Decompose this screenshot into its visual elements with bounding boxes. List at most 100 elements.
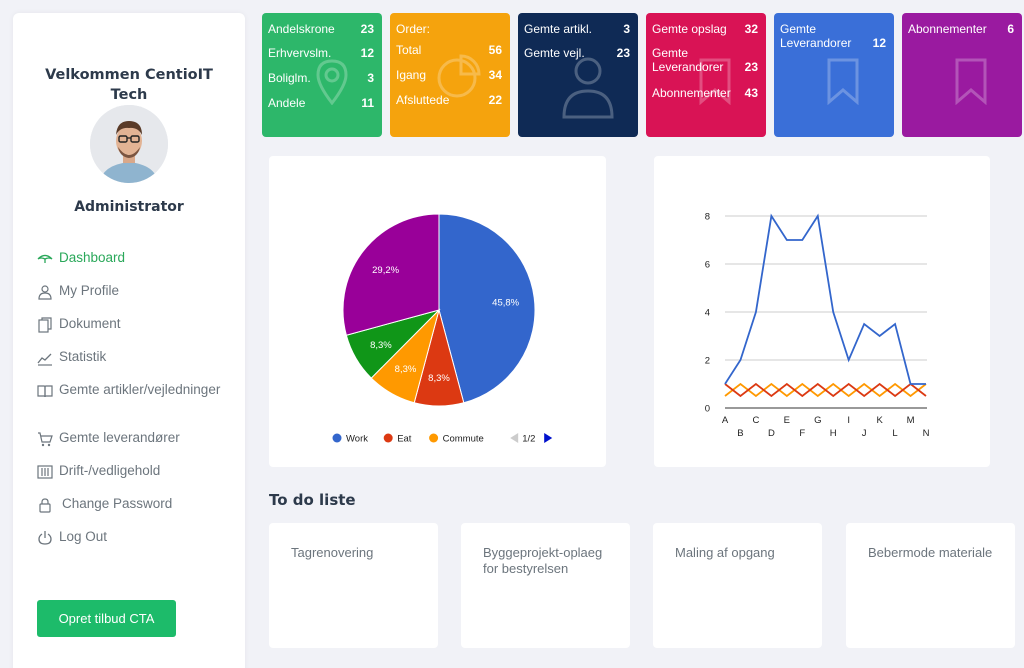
stat-value: 12 <box>872 36 886 50</box>
stat-card-gemte-opslag[interactable]: Gemte opslag 32 Gemte Leverandorer 23 Abon… <box>646 13 766 137</box>
welcome-heading: Velkommen CentioIT Tech <box>13 65 245 105</box>
book-icon <box>37 385 53 398</box>
stat-value: 34 <box>488 68 502 82</box>
x-tick-label: D <box>768 428 775 439</box>
stat-card-gemte-artikler[interactable]: Gemte artikl. 3 Gemte vejl. 23 <box>518 13 638 137</box>
legend-marker <box>383 433 393 443</box>
todo-card[interactable]: Byggeprojekt-oplaeg for bestyrelsen <box>461 523 630 648</box>
pie-slice-label: 8,3% <box>428 373 450 384</box>
x-tick-label: N <box>923 428 930 439</box>
sidebar-item-label: Change Password <box>62 496 173 511</box>
power-icon <box>38 531 52 545</box>
avatar <box>90 105 168 183</box>
todo-card[interactable]: Tagrenovering <box>269 523 438 648</box>
stat-label: Andele <box>268 96 306 110</box>
stat-label: Gemte Leverandorer <box>652 46 724 74</box>
stat-card-gemte-leverandorer[interactable]: Gemte Leverandorer 12 <box>774 13 894 137</box>
sliders-icon <box>37 465 53 479</box>
sidebar-item-change-password[interactable]: Change Password <box>37 496 237 529</box>
stat-label: Erhvervslm. <box>268 46 332 60</box>
y-tick-label: 6 <box>705 260 710 271</box>
pie-chart-panel: 45,8% 8,3% 8,3% 8,3% 29,2% Work Eat Commute 1/2 <box>269 156 606 467</box>
x-tick-label: C <box>752 415 759 426</box>
stat-value: 11 <box>361 96 374 110</box>
todo-card-text: Tagrenovering <box>291 545 374 560</box>
bookmark-icon <box>827 58 859 105</box>
stat-label: Igang <box>396 68 427 82</box>
stat-card-abonnementer[interactable]: Abonnementer 6 <box>902 13 1022 137</box>
stat-label: Boliglm. <box>268 71 311 85</box>
pie-slice-work[interactable] <box>438 213 536 404</box>
stat-label: Gemte opslag <box>652 22 727 36</box>
stat-value: 23 <box>616 46 630 60</box>
stat-value: 3 <box>367 71 374 85</box>
y-tick-label: 2 <box>705 356 710 367</box>
x-tick-label: L <box>892 428 897 439</box>
todo-card[interactable]: Maling af opgang <box>653 523 822 648</box>
pie-slice-label: 45,8% <box>492 297 519 308</box>
stat-value: 3 <box>623 22 630 36</box>
sidebar-item-gemte-leverandorer[interactable]: Gemte leverandører <box>37 430 237 463</box>
sidebar-item-label: Drift-/vedligehold <box>59 463 161 478</box>
stat-card-andele[interactable]: Andelskrone 23 Erhvervslm. 12 Boliglm. 3 An… <box>262 13 382 137</box>
y-tick-label: 0 <box>705 404 710 415</box>
stat-value: 43 <box>744 86 758 100</box>
y-tick-label: 8 <box>705 212 710 223</box>
user-role: Administrator <box>74 199 184 215</box>
todo-card[interactable]: Bebermode materiale <box>846 523 1015 648</box>
stat-value: 23 <box>744 60 758 74</box>
legend-label: Work <box>346 434 368 445</box>
create-offer-cta-button[interactable]: Opret tilbud CTA <box>37 600 176 637</box>
pie-slice-label: 29,2% <box>372 265 399 276</box>
stat-card-order[interactable]: Order: Total 56 Igang 34 Afsluttede 22 <box>390 13 510 137</box>
sidebar: Velkommen CentioIT Tech Administrator Da… <box>13 13 245 668</box>
sidebar-item-label: Log Out <box>59 529 108 544</box>
x-tick-label: H <box>830 428 837 439</box>
x-tick-label: I <box>847 415 850 426</box>
legend-label: Commute <box>443 434 484 445</box>
sidebar-item-log-out[interactable]: Log Out <box>37 529 237 562</box>
legend-prev-icon[interactable] <box>510 433 519 443</box>
legend-next-icon[interactable] <box>544 433 553 443</box>
chart-line-icon <box>37 353 52 366</box>
bookmark-icon <box>955 58 987 105</box>
sidebar-item-dokument[interactable]: Dokument <box>37 316 237 349</box>
todo-card-text: Bebermode materiale <box>868 545 993 560</box>
pie-chart-icon <box>437 54 481 98</box>
sidebar-item-gemte-artikler[interactable]: Gemte artikler/vejledninger <box>37 382 237 430</box>
x-tick-label: F <box>799 428 805 439</box>
sidebar-item-statistik[interactable]: Statistik <box>37 349 237 382</box>
y-tick-label: 4 <box>705 308 710 319</box>
todo-card-text: Maling af opgang <box>675 545 775 560</box>
document-icon <box>38 317 52 333</box>
stat-label: Afsluttede <box>396 93 450 107</box>
sidebar-item-drift-vedligehold[interactable]: Drift-/vedligehold <box>37 463 237 496</box>
stat-value: 22 <box>488 93 502 107</box>
cart-icon <box>38 432 53 447</box>
sidebar-nav: Dashboard My Profile Dokument Statistik … <box>37 250 237 562</box>
todo-title: To do liste <box>269 491 356 509</box>
x-tick-label: M <box>907 415 915 426</box>
stat-label: Andelskrone <box>268 22 335 36</box>
stat-label: Gemte Leverandorer <box>780 22 852 50</box>
x-tick-label: G <box>814 415 821 426</box>
map-pin-icon <box>316 59 348 105</box>
sidebar-item-label: Dokument <box>59 316 121 331</box>
x-tick-label: E <box>784 415 790 426</box>
stat-label: Total <box>396 43 422 57</box>
pie-slice-sleep[interactable] <box>342 213 440 336</box>
pie-slice-label: 8,3% <box>370 340 392 351</box>
sidebar-item-label: My Profile <box>59 283 120 298</box>
order-title: Order: <box>396 22 431 36</box>
x-tick-label: J <box>862 428 867 439</box>
welcome-prefix: Velkommen <box>45 67 140 83</box>
sidebar-item-label: Gemte artikler/vejledninger <box>59 382 221 397</box>
stat-label: Abonnementer <box>908 22 987 36</box>
bookmark-icon <box>699 58 731 105</box>
sidebar-item-dashboard[interactable]: Dashboard <box>37 250 237 283</box>
stat-label: Abonnementer <box>652 86 731 100</box>
legend-marker <box>429 433 439 443</box>
sidebar-item-label: Statistik <box>59 349 107 364</box>
sidebar-item-my-profile[interactable]: My Profile <box>37 283 237 316</box>
